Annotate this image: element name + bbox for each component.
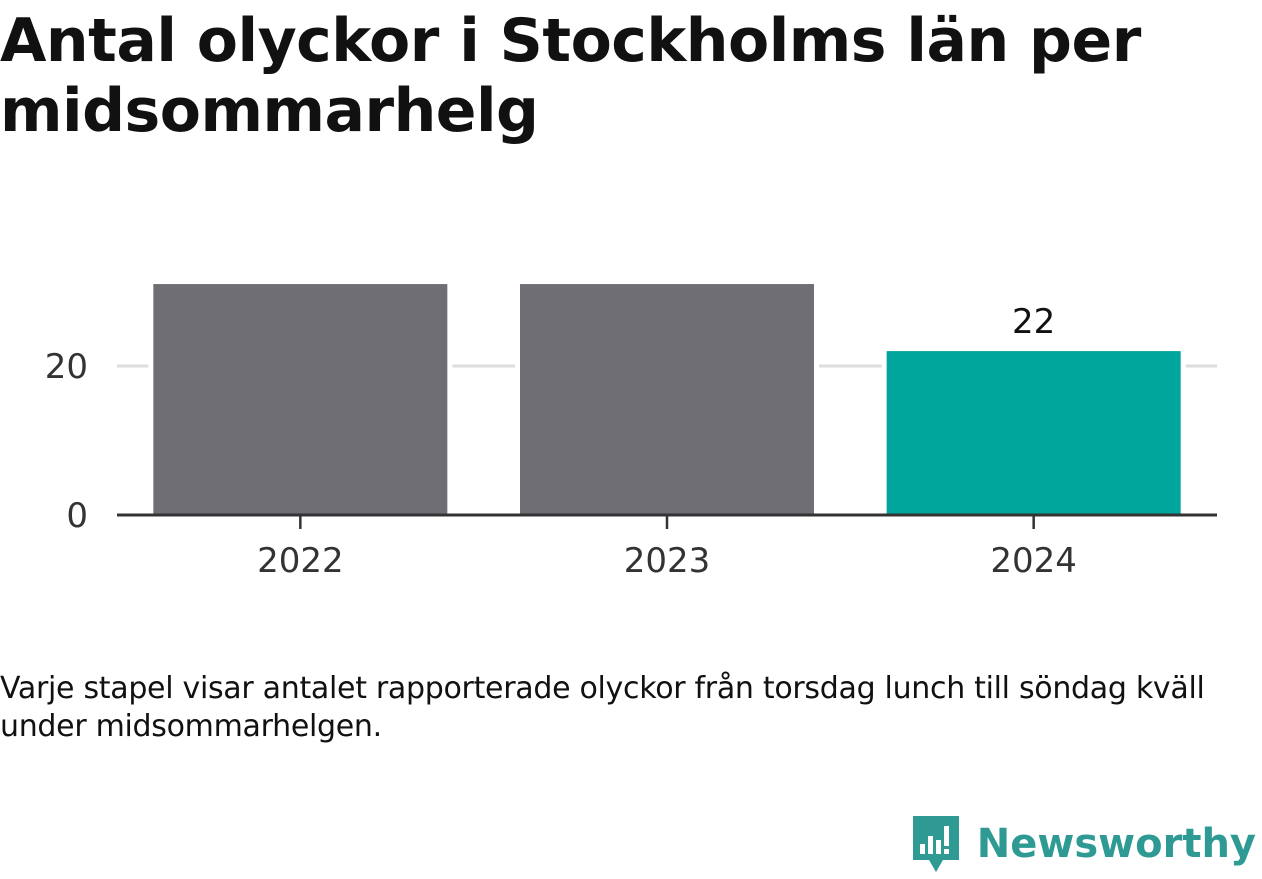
y-tick-label: 0 — [66, 496, 88, 536]
y-tick-label: 20 — [45, 347, 88, 387]
data-labels: 22 — [1012, 302, 1055, 342]
x-tick-label-2024: 2024 — [990, 541, 1077, 581]
brand: Newsworthy — [911, 809, 1256, 879]
x-tick-label-2023: 2023 — [624, 541, 711, 581]
bar-2022 — [153, 284, 448, 515]
bar-2024 — [886, 351, 1181, 515]
chart-note: Varje stapel visar antalet rapporterade … — [0, 671, 1205, 744]
bars — [148, 284, 1186, 515]
x-axis: 2022 2023 2024 — [117, 513, 1217, 581]
y-axis: 0 20 — [45, 347, 88, 536]
bar-2023 — [520, 284, 814, 515]
x-tick-label-2022: 2022 — [257, 541, 344, 581]
data-label-2024: 22 — [1012, 302, 1055, 342]
newsworthy-logo-icon — [912, 816, 959, 872]
bar-chart: 22 0 20 2022 2023 2024 — [45, 284, 1217, 581]
chart-title: Antal olyckor i Stockholms län per midso… — [0, 6, 1141, 146]
brand-name: Newsworthy — [976, 821, 1256, 867]
